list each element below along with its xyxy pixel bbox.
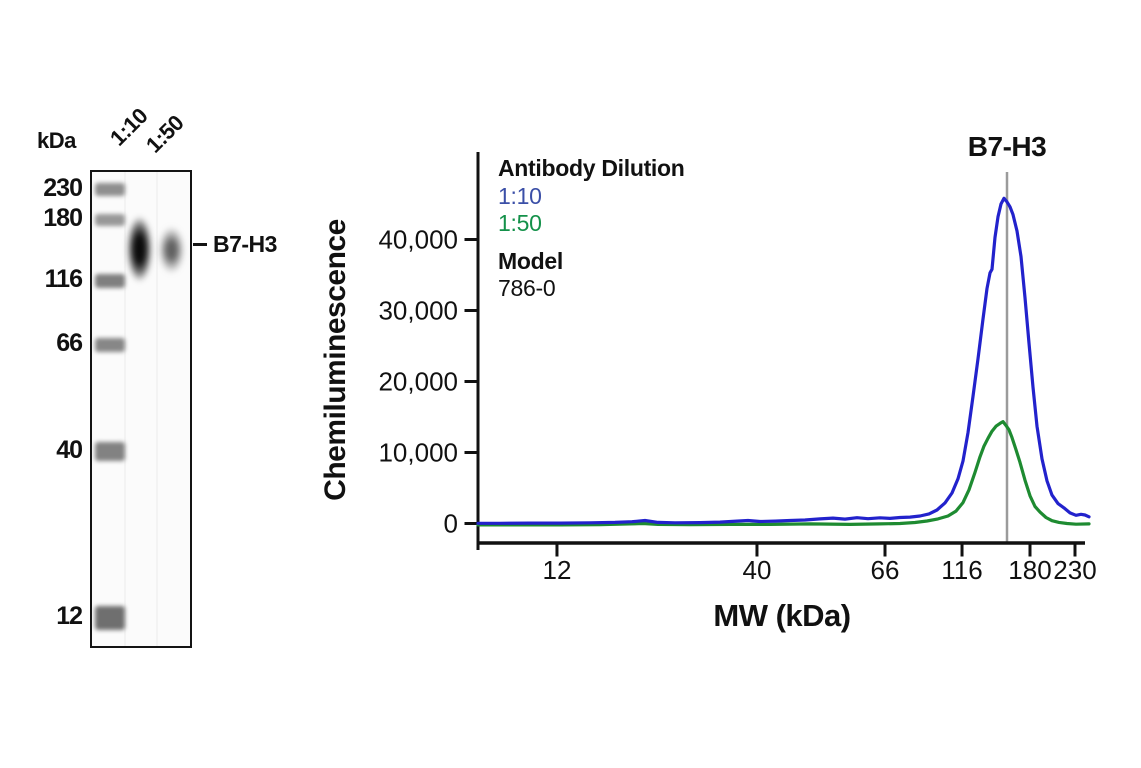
x-tick-label-66: 66 — [871, 555, 900, 585]
kda-units-label: kDa — [37, 128, 76, 153]
x-tick-label-40: 40 — [743, 555, 772, 585]
band-pointer-line — [193, 243, 207, 246]
marker-weight-label-12: 12 — [56, 602, 83, 631]
marker-band-40 — [95, 442, 125, 462]
legend-model-value: 786-0 — [498, 275, 556, 301]
marker-weight-label-116: 116 — [44, 265, 83, 294]
y-tick-label-20,000: 20,000 — [378, 367, 458, 397]
x-tick-label-116: 116 — [941, 555, 982, 585]
marker-weight-label-66: 66 — [56, 328, 83, 357]
y-tick-label-40,000: 40,000 — [378, 225, 458, 255]
sample-band-1-50 — [157, 219, 186, 281]
y-tick-label-0: 0 — [444, 509, 458, 539]
marker-weight-label-180: 180 — [43, 203, 83, 232]
marker-weight-label-40: 40 — [56, 435, 83, 464]
legend-model-title: Model — [498, 248, 563, 274]
trace-1-50 — [476, 420, 1091, 527]
y-axis-title: Chemiluminescence — [319, 219, 352, 501]
legend-entry-1-50: 1:50 — [498, 210, 542, 236]
band-annotation-label: B7-H3 — [213, 231, 277, 257]
marker-weight-label-230: 230 — [43, 173, 83, 202]
x-tick-label-180: 180 — [1008, 555, 1051, 585]
y-tick-label-30,000: 30,000 — [378, 296, 458, 326]
marker-band-180 — [95, 213, 125, 226]
lane-separator — [155, 172, 158, 646]
x-axis-title: MW (kDa) — [713, 598, 851, 633]
marker-band-116 — [95, 274, 125, 289]
legend-entry-1-10: 1:10 — [498, 183, 542, 209]
x-tick-label-230: 230 — [1053, 555, 1096, 585]
legend-title: Antibody Dilution — [498, 155, 685, 181]
marker-band-66 — [95, 337, 125, 352]
trace-1-10 — [476, 196, 1091, 525]
peak-annotation-label: B7-H3 — [967, 131, 1047, 162]
sample-band-1-10 — [124, 202, 155, 300]
marker-band-230 — [95, 183, 125, 197]
blot-gel-image — [90, 170, 192, 648]
marker-band-12 — [95, 606, 125, 631]
lane-separator — [123, 172, 126, 646]
y-tick-label-10,000: 10,000 — [378, 438, 458, 468]
x-tick-label-12: 12 — [543, 555, 572, 585]
